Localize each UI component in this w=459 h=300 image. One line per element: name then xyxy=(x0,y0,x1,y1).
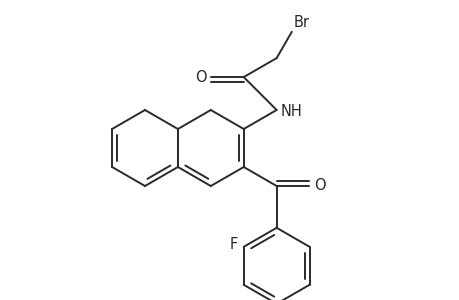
Text: O: O xyxy=(313,178,325,194)
Text: F: F xyxy=(229,237,237,252)
Text: O: O xyxy=(194,70,206,85)
Text: Br: Br xyxy=(293,15,309,30)
Text: NH: NH xyxy=(280,103,302,118)
